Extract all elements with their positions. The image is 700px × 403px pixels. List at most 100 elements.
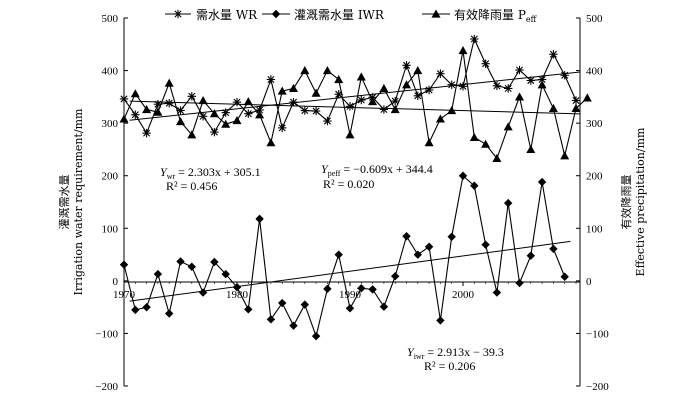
peff-point xyxy=(390,104,400,114)
iwr-point xyxy=(198,288,208,297)
peff-point xyxy=(221,119,231,128)
peff-point xyxy=(526,144,536,154)
peff-point xyxy=(481,139,491,148)
iwr-point xyxy=(176,257,185,266)
peff-point xyxy=(560,151,570,160)
peff-point xyxy=(447,106,457,115)
wr-point xyxy=(345,102,355,111)
wr-point xyxy=(560,71,569,80)
legend-iwr-label: 灌溉需水量 IWR xyxy=(294,8,385,22)
wr-point xyxy=(447,80,456,89)
peff-point xyxy=(571,103,581,113)
peff-point xyxy=(458,46,468,55)
wr-point xyxy=(492,81,502,91)
peff-point xyxy=(176,117,185,126)
peff-point xyxy=(266,138,276,147)
peff-point xyxy=(130,89,140,98)
wr-point xyxy=(198,112,208,121)
wr-legend-marker xyxy=(173,9,183,19)
iwr-point xyxy=(357,284,366,293)
peff-point xyxy=(255,110,265,119)
left-tick-label: 200 xyxy=(102,171,119,183)
iwr-point xyxy=(515,278,524,288)
iwr-point xyxy=(481,240,490,249)
wr-point xyxy=(379,105,389,114)
legend-wr-line xyxy=(165,9,191,19)
peff-point xyxy=(379,83,389,93)
wr-point xyxy=(526,76,535,85)
left-tick-label: −200 xyxy=(95,381,118,393)
peff-equation: Ypeff = −0.609x + 344.4 xyxy=(321,162,433,178)
left-axis-title-cn: 灌溉需水量 xyxy=(58,175,71,230)
wr-equation: Ywr = 2.303x + 305.1 xyxy=(160,165,261,181)
peff-legend-marker xyxy=(431,9,441,18)
iwr-legend-marker xyxy=(271,9,281,19)
left-tick-label: 300 xyxy=(102,118,119,130)
iwr-point xyxy=(345,304,355,313)
wr-point xyxy=(300,106,309,115)
peff-point xyxy=(424,138,434,147)
peff-point xyxy=(548,103,558,113)
wr-point xyxy=(289,97,298,107)
peff-point xyxy=(232,116,242,125)
left-tick-label: 400 xyxy=(102,66,119,78)
iwr-eq-body: = 2.913x − 39.3 xyxy=(424,345,504,359)
iwr-point xyxy=(244,305,253,314)
iwr-point xyxy=(153,269,163,279)
peff-point xyxy=(503,122,513,131)
legend-iwr-line xyxy=(262,9,290,19)
wr-point xyxy=(515,65,524,75)
legend-wr-label: 需水量 WR xyxy=(196,8,258,22)
iwr-point xyxy=(187,262,196,271)
wr-point xyxy=(458,82,468,91)
right-axis-title-cn: 有效降雨量 xyxy=(619,175,633,230)
peff-point xyxy=(334,74,344,84)
right-tick-label: 300 xyxy=(586,118,603,130)
iwr-point xyxy=(255,214,264,224)
right-tick-label: 500 xyxy=(586,13,603,25)
wr-point xyxy=(549,50,558,59)
iwr-point xyxy=(492,288,502,297)
peff-point xyxy=(311,88,321,97)
wr-point xyxy=(413,91,422,100)
axes: 500 400 300 200 100 0 −100 −200 500 400 300 200 100 0… xyxy=(95,13,609,393)
right-tick-label: 400 xyxy=(586,66,603,78)
iwr-point xyxy=(368,285,377,294)
peff-point xyxy=(153,107,163,116)
wr-point xyxy=(131,110,140,119)
peff-eq-y: Y xyxy=(321,162,329,176)
wr-r2: R² = 0.456 xyxy=(166,179,217,193)
wr-point xyxy=(187,92,196,101)
iwr-point xyxy=(560,272,569,281)
left-axis-title: 灌溉需水量 Irrigation water requirement/mm xyxy=(58,108,85,296)
iwr-point xyxy=(436,316,445,325)
left-tick-label: 100 xyxy=(102,223,119,235)
iwr-point xyxy=(278,298,287,308)
iwr-point xyxy=(402,232,411,241)
peff-point xyxy=(289,83,298,93)
plot-frame xyxy=(123,18,581,386)
wr-point xyxy=(470,34,479,44)
iwr-point xyxy=(266,315,276,324)
iwr-series xyxy=(119,171,569,341)
left-tick-label: −100 xyxy=(95,328,118,340)
iwr-point xyxy=(447,232,456,241)
iwr-point xyxy=(311,331,321,341)
legend-peff-label: 有效降雨量 Peff xyxy=(454,7,538,24)
wr-trendline xyxy=(129,71,580,121)
peff-point xyxy=(187,130,197,139)
right-axis-title: 有效降雨量 Effective precipitation/mm xyxy=(619,127,647,276)
peff-point xyxy=(345,130,355,139)
right-tick-label: 0 xyxy=(586,276,592,288)
wr-point xyxy=(142,128,151,138)
peff-point xyxy=(209,109,219,118)
legend-peff-sub: eff xyxy=(526,15,538,24)
wr-point xyxy=(232,97,242,107)
wr-point xyxy=(391,96,400,106)
iwr-line xyxy=(123,174,566,339)
iwr-point xyxy=(424,242,434,251)
peff-point xyxy=(582,93,592,102)
iwr-point xyxy=(537,177,547,187)
iwr-r2: R² = 0.206 xyxy=(424,359,475,373)
peff-point xyxy=(356,72,366,81)
